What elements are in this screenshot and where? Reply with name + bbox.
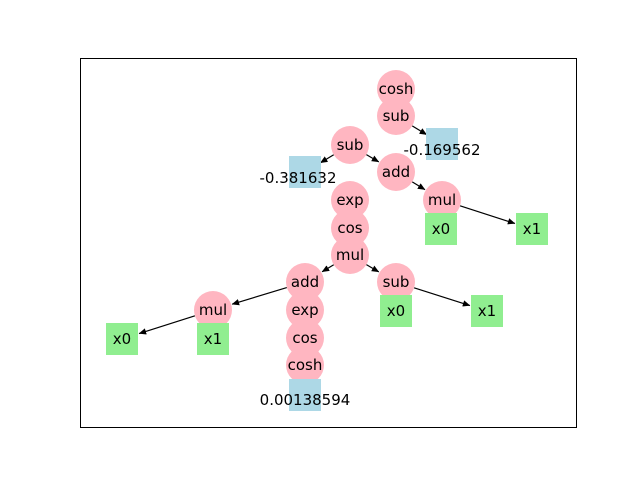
- node-label: exp: [336, 191, 363, 209]
- edge-sub1-c1: [411, 125, 428, 136]
- node-operator-sub3: sub: [377, 263, 415, 301]
- variable-square: [380, 295, 412, 327]
- node-label: add: [382, 163, 410, 181]
- node-operator-sub1: sub: [377, 97, 415, 135]
- variable-square: [425, 213, 457, 245]
- node-variable-x0a: x0: [425, 213, 457, 245]
- operator-circle: [377, 97, 415, 135]
- edge-mul3-x0c: [138, 315, 196, 335]
- edge-sub2-add1: [366, 154, 380, 163]
- node-variable-x0b: x0: [380, 295, 412, 327]
- node-label: sub: [383, 273, 410, 291]
- constant-square: [289, 156, 321, 188]
- node-operator-cosh2: cosh: [286, 346, 324, 384]
- operator-circle: [377, 153, 415, 191]
- variable-square: [106, 323, 138, 355]
- operator-circle: [331, 236, 369, 274]
- edge-sub3-x1b: [413, 287, 471, 307]
- operator-circle: [331, 181, 369, 219]
- edge-sub2-c2: [320, 154, 335, 164]
- node-constant-c1: -0.169562: [404, 128, 481, 160]
- edge-add1-mul1: [411, 181, 426, 191]
- node-label: x0: [387, 302, 405, 320]
- node-variable-x1a: x1: [516, 213, 548, 245]
- variable-square: [516, 213, 548, 245]
- operator-circle: [286, 319, 324, 357]
- operator-circle: [331, 209, 369, 247]
- node-label: cosh: [288, 356, 323, 374]
- node-operator-mul2: mul: [331, 236, 369, 274]
- node-label: cos: [292, 329, 317, 347]
- edge-mul1-x1a: [459, 205, 516, 225]
- operator-circle: [377, 70, 415, 108]
- node-operator-cos1: cos: [331, 209, 369, 247]
- operator-circle: [286, 291, 324, 329]
- variable-square: [471, 295, 503, 327]
- operator-circle: [331, 126, 369, 164]
- node-label: x0: [113, 330, 131, 348]
- node-label: cosh: [379, 80, 414, 98]
- edge-mul2-sub3: [366, 264, 380, 273]
- node-label: exp: [291, 301, 318, 319]
- node-operator-add2: add: [286, 263, 324, 301]
- operator-circle: [377, 263, 415, 301]
- constant-square: [426, 128, 458, 160]
- node-operator-add1: add: [377, 153, 415, 191]
- operator-circle: [286, 346, 324, 384]
- node-label: mul: [199, 301, 227, 319]
- node-label: -0.169562: [404, 141, 481, 159]
- node-operator-cosh1: cosh: [377, 70, 415, 108]
- node-label: x1: [204, 330, 222, 348]
- node-variable-x0c: x0: [106, 323, 138, 355]
- node-operator-mul3: mul: [194, 291, 232, 329]
- node-constant-c2: -0.381632: [260, 156, 337, 188]
- node-operator-exp2: exp: [286, 291, 324, 329]
- node-label: x0: [432, 220, 450, 238]
- operator-circle: [423, 181, 461, 219]
- edges-layer: [138, 125, 516, 335]
- node-constant-c3: 0.00138594: [260, 379, 351, 411]
- variable-square: [197, 323, 229, 355]
- edge-add2-mul3: [231, 286, 287, 306]
- operator-circle: [286, 263, 324, 301]
- node-label: mul: [428, 191, 456, 209]
- node-variable-x1b: x1: [471, 295, 503, 327]
- node-label: add: [291, 273, 319, 291]
- edge-mul2-add2: [321, 264, 335, 273]
- node-label: sub: [337, 136, 364, 154]
- node-operator-cos2: cos: [286, 319, 324, 357]
- node-label: mul: [336, 246, 364, 264]
- constant-square: [289, 379, 321, 411]
- node-variable-x1c: x1: [197, 323, 229, 355]
- operator-circle: [194, 291, 232, 329]
- node-operator-sub2: sub: [331, 126, 369, 164]
- node-label: cos: [337, 219, 362, 237]
- node-label: sub: [383, 107, 410, 125]
- node-label: x1: [478, 302, 496, 320]
- node-operator-mul1: mul: [423, 181, 461, 219]
- node-operator-exp1: exp: [331, 181, 369, 219]
- node-label: 0.00138594: [260, 391, 351, 409]
- node-label: -0.381632: [260, 169, 337, 187]
- plot-frame: [80, 58, 577, 428]
- node-label: x1: [523, 220, 541, 238]
